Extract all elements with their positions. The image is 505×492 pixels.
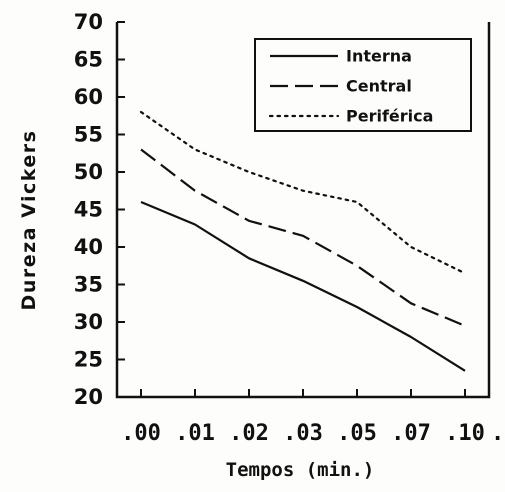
x-tick-label: .00 (121, 421, 161, 446)
series-line-interna (140, 200, 466, 372)
y-tick-label: 25 (74, 348, 103, 372)
series-line-central (140, 148, 466, 327)
legend-box (254, 38, 472, 132)
y-tick-label: 65 (74, 48, 103, 72)
y-tick-label: 20 (74, 385, 103, 409)
x-tick-label: .10 (445, 421, 485, 446)
x-tick-suffix: . (491, 421, 504, 446)
x-tick-label: .02 (229, 421, 269, 446)
legend-label: Periférica (346, 107, 433, 126)
legend-label: Interna (346, 47, 412, 66)
plot-area: 20 25 30 35 40 45 50 55 60 65 70 .00 .01 .02 .03 .05 .07… (74, 10, 504, 446)
series-line-periferica (139, 110, 467, 275)
x-tick-label: .05 (337, 421, 377, 446)
x-axis-title: Tempos (min.) (226, 459, 375, 481)
y-tick-label: 50 (74, 160, 103, 184)
y-tick-label: 45 (74, 198, 103, 222)
x-tick-label: .03 (283, 421, 323, 446)
y-tick-label: 55 (74, 123, 103, 147)
y-axis-title-text: Dureza Vickers (18, 130, 40, 311)
legend: Interna Central Periférica (254, 38, 472, 132)
x-tick-label: .01 (175, 421, 215, 446)
y-tick-label: 40 (74, 235, 103, 259)
y-tick-label: 70 (74, 10, 103, 34)
y-tick-label: 35 (74, 273, 103, 297)
legend-label: Central (346, 77, 412, 96)
x-tick-label: .07 (391, 421, 431, 446)
y-axis-title: Dureza Vickers (18, 130, 40, 311)
y-tick-label: 30 (74, 310, 103, 334)
y-tick-label: 60 (74, 85, 103, 109)
